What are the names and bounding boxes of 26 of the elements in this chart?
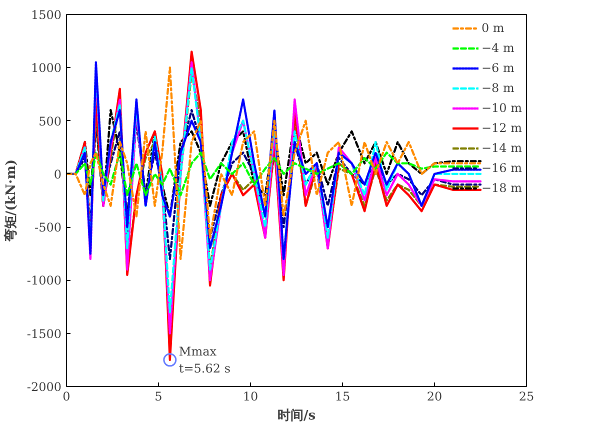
x-axis-title: 时间/s: [277, 408, 316, 424]
y-tick-label: -1500: [26, 326, 62, 341]
legend-label: −4 m: [481, 41, 514, 55]
legend-label: 0 m: [481, 21, 504, 35]
x-tick-label: 25: [518, 390, 534, 404]
y-tick-label: -2000: [26, 380, 62, 394]
annotation: Mmax t=5.62 s: [178, 344, 230, 376]
legend-label: −10 m: [481, 101, 522, 115]
x-tick-label: 5: [154, 390, 162, 404]
y-axis-title: 弯矩/(kN·m): [2, 159, 19, 243]
x-tick-label: 10: [242, 390, 258, 404]
legend-label: −8 m: [481, 81, 514, 95]
y-tick-label: 1000: [30, 61, 62, 76]
y-tick-label: -1000: [26, 274, 62, 288]
legend-label: −14 m: [481, 141, 522, 155]
x-tick-label: 20: [426, 390, 442, 404]
y-tick-label: 500: [38, 114, 62, 128]
x-tick-label: 0: [62, 390, 70, 404]
y-tick-label: -500: [34, 220, 62, 235]
legend-label: −16 m: [481, 161, 522, 175]
legend-label: −18 m: [481, 181, 522, 195]
legend-label: −6 m: [481, 61, 514, 75]
legend-label: −12 m: [481, 121, 522, 135]
y-tick-label: 1500: [30, 8, 62, 22]
y-tick-label: 0: [54, 167, 62, 182]
x-tick-label: 15: [334, 390, 350, 404]
